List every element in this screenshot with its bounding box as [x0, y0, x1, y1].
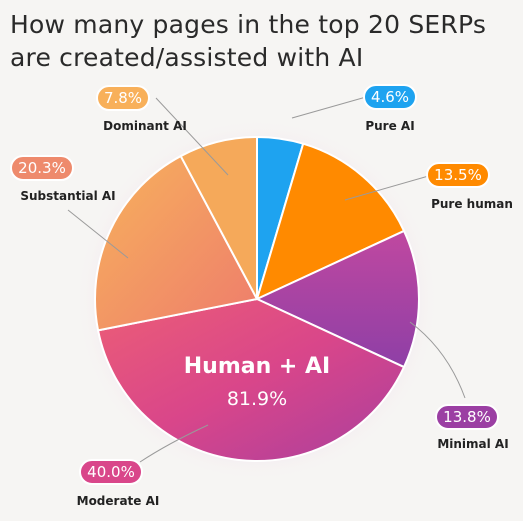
leader-line-dominant-ai [155, 97, 229, 176]
value-label-minimal-ai: 13.8% [443, 408, 491, 426]
value-label-moderate-ai: 40.0% [87, 463, 135, 481]
leader-line-moderate-ai [139, 424, 209, 463]
pie-slice-moderate-ai [96, 297, 406, 462]
center-title: Human + AI [184, 354, 330, 379]
value-pill-dominant-ai [96, 85, 150, 111]
pie-slice-pure-human [255, 142, 406, 301]
pie-slice-dominant-ai [179, 135, 258, 300]
category-label-pure-human: Pure human [431, 197, 513, 211]
value-label-substantial-ai: 20.3% [18, 159, 66, 177]
leader-line-pure-ai [291, 96, 367, 119]
category-label-dominant-ai: Dominant AI [103, 119, 187, 133]
value-label-pure-human: 13.5% [434, 166, 482, 184]
pie-slice-substantial-ai [94, 154, 259, 332]
leader-line-pure-human [344, 174, 433, 201]
chart-title: How many pages in the top 20 SERPs are c… [10, 10, 487, 72]
pie-slice-minimal-ai [254, 229, 420, 369]
value-pill-substantial-ai [10, 155, 74, 181]
value-pill-moderate-ai [79, 459, 143, 485]
center-value: 81.9% [227, 388, 287, 410]
category-label-pure-ai: Pure AI [365, 119, 414, 133]
category-label-minimal-ai: Minimal AI [437, 437, 508, 451]
category-label-moderate-ai: Moderate AI [77, 494, 160, 508]
value-label-pure-ai: 4.6% [371, 88, 409, 106]
leader-line-minimal-ai [409, 321, 466, 399]
value-pill-minimal-ai [435, 404, 499, 430]
value-label-dominant-ai: 7.8% [104, 89, 142, 107]
value-pill-pure-ai [363, 84, 417, 110]
value-pill-pure-human [426, 162, 490, 188]
leader-line-substantial-ai [67, 209, 129, 259]
category-label-substantial-ai: Substantial AI [20, 189, 115, 203]
